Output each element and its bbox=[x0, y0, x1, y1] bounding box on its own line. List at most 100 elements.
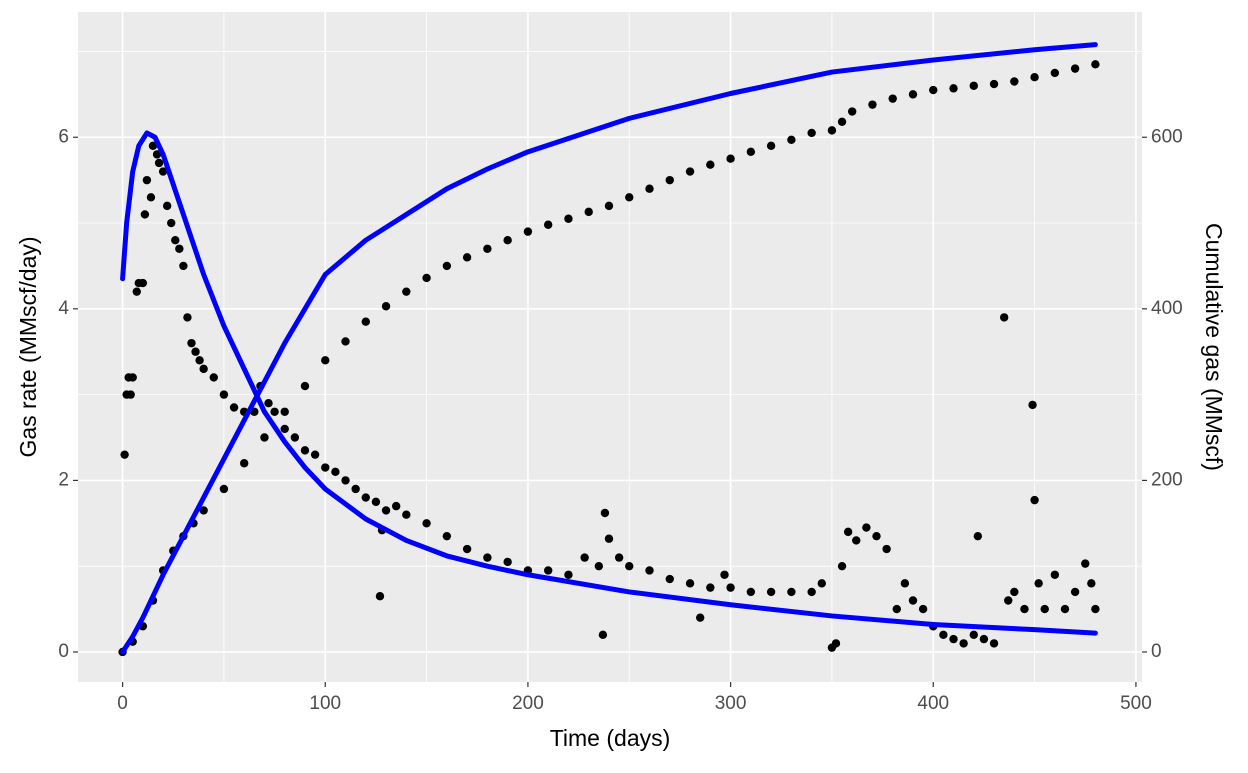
point bbox=[138, 278, 148, 288]
point bbox=[807, 587, 816, 597]
y2-tick-label: 0 bbox=[1151, 641, 1162, 662]
point bbox=[949, 84, 958, 93]
point bbox=[120, 450, 129, 459]
point bbox=[483, 553, 492, 562]
point bbox=[280, 407, 289, 416]
point bbox=[685, 579, 695, 588]
fit-line bbox=[120, 130, 1098, 636]
point bbox=[179, 261, 188, 271]
panel bbox=[78, 12, 1142, 682]
point bbox=[847, 107, 857, 116]
point bbox=[402, 510, 411, 519]
point bbox=[371, 497, 381, 507]
point bbox=[422, 519, 431, 528]
point bbox=[892, 604, 901, 614]
marks bbox=[118, 42, 1100, 657]
point bbox=[264, 398, 273, 408]
point bbox=[171, 235, 180, 245]
point bbox=[1028, 400, 1037, 410]
point bbox=[973, 531, 983, 541]
point bbox=[361, 317, 370, 326]
point bbox=[665, 574, 674, 584]
point bbox=[1050, 570, 1060, 579]
point bbox=[229, 403, 239, 412]
point bbox=[280, 424, 289, 434]
x-axis-title: Time (days) bbox=[550, 725, 671, 751]
point bbox=[148, 141, 158, 151]
y-tick-label: 2 bbox=[58, 469, 69, 490]
grid bbox=[78, 12, 1142, 682]
point bbox=[146, 193, 156, 202]
point bbox=[929, 85, 938, 95]
point bbox=[685, 167, 695, 176]
point bbox=[1091, 604, 1100, 614]
point bbox=[645, 566, 654, 575]
point bbox=[959, 639, 968, 648]
point bbox=[939, 630, 948, 640]
point bbox=[290, 433, 300, 442]
point bbox=[158, 167, 168, 176]
point bbox=[882, 544, 891, 554]
point bbox=[543, 220, 553, 229]
point bbox=[503, 557, 512, 567]
point bbox=[162, 201, 172, 211]
point bbox=[837, 117, 847, 127]
y2-tick-label: 200 bbox=[1151, 469, 1183, 490]
x-tick-label: 500 bbox=[1120, 693, 1152, 714]
point bbox=[341, 476, 350, 485]
point bbox=[614, 553, 624, 562]
point bbox=[310, 450, 320, 459]
point bbox=[361, 493, 370, 502]
point bbox=[843, 527, 853, 537]
point bbox=[321, 356, 330, 365]
point bbox=[483, 244, 492, 253]
point bbox=[1070, 64, 1080, 73]
point bbox=[239, 459, 249, 468]
point bbox=[1034, 579, 1043, 588]
point bbox=[142, 175, 152, 185]
point bbox=[766, 141, 776, 151]
point bbox=[1010, 77, 1019, 86]
point bbox=[442, 261, 452, 271]
point bbox=[1040, 604, 1049, 614]
point bbox=[766, 587, 776, 597]
point bbox=[126, 390, 135, 399]
point bbox=[989, 639, 999, 648]
point bbox=[872, 531, 881, 541]
y-axis-title: Gas rate (MMscf/day) bbox=[15, 236, 41, 457]
point bbox=[1070, 587, 1080, 597]
x-tick-label: 400 bbox=[917, 693, 949, 714]
point bbox=[720, 570, 729, 579]
point bbox=[1081, 559, 1090, 568]
point bbox=[199, 506, 208, 515]
point bbox=[152, 150, 162, 159]
point bbox=[128, 373, 137, 382]
point bbox=[594, 561, 604, 571]
point bbox=[543, 566, 553, 575]
point bbox=[260, 433, 269, 442]
point bbox=[209, 373, 218, 382]
point bbox=[381, 302, 391, 311]
point bbox=[900, 579, 910, 588]
point bbox=[908, 90, 918, 99]
fit-line bbox=[120, 42, 1098, 655]
point bbox=[604, 534, 614, 543]
point bbox=[381, 506, 391, 515]
point bbox=[695, 613, 705, 622]
point bbox=[706, 160, 715, 169]
point bbox=[1030, 72, 1039, 82]
point bbox=[706, 583, 715, 592]
point bbox=[1091, 60, 1100, 69]
point bbox=[746, 147, 756, 157]
point bbox=[167, 218, 176, 228]
point bbox=[831, 639, 841, 648]
point bbox=[598, 630, 608, 640]
y-tick-label: 0 bbox=[58, 641, 69, 662]
point bbox=[140, 210, 150, 219]
point bbox=[787, 587, 796, 597]
point bbox=[219, 484, 229, 494]
point bbox=[999, 313, 1009, 322]
point bbox=[1004, 596, 1013, 605]
point bbox=[580, 553, 589, 562]
point bbox=[375, 592, 385, 601]
